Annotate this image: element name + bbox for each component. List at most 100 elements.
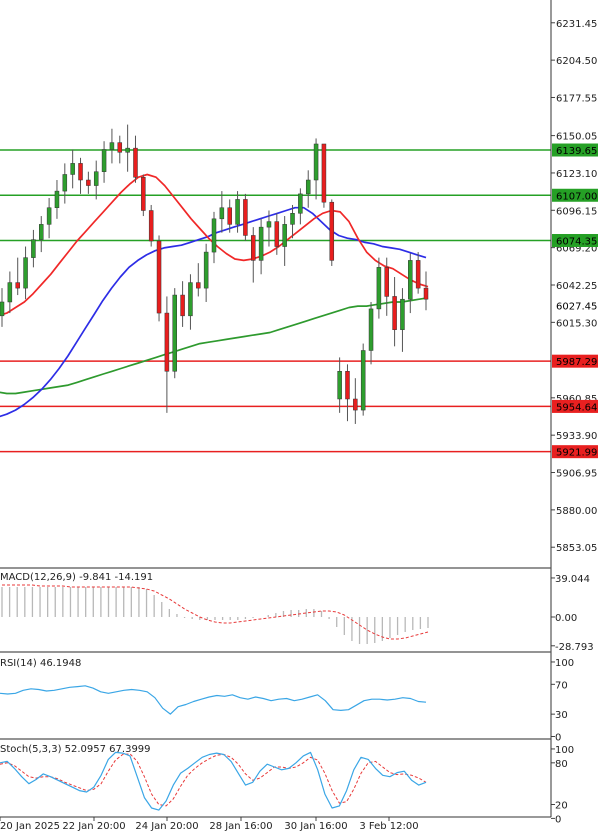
candle-body [392, 296, 397, 330]
candle-body [117, 142, 123, 153]
time-tick-label: 3 Feb 12:00 [359, 821, 418, 831]
time-tick-label: 24 Jan 20:00 [135, 821, 198, 831]
resistance-level-tag [552, 188, 598, 202]
candle-body [203, 251, 209, 289]
candle-body [329, 201, 335, 261]
stoch-tick-label: 0 [555, 814, 561, 825]
price-tick-label: 5960.85 [556, 394, 597, 405]
price-tick-label: 6204.50 [556, 56, 597, 67]
rsi-pane: RSI(14) 46.1948 100 70 30 0 [0, 658, 574, 744]
support-level-label: 5954.64 [556, 402, 597, 413]
stoch-d-line [0, 753, 427, 807]
time-axis: 20 Jan 2025 22 Jan 20:00 24 Jan 20:00 28 Ja… [0, 817, 419, 832]
candle-body [180, 294, 185, 317]
price-tick-label: 6231.45 [556, 19, 597, 30]
rsi-label: RSI(14) 46.1948 [0, 658, 81, 669]
macd-tick-label: 0.00 [555, 613, 577, 624]
candle-body [133, 147, 138, 178]
candle-body [258, 226, 264, 261]
price-tick-label: 5933.90 [556, 431, 597, 442]
resistance-level-tag [552, 234, 598, 248]
macd-tick-label: 39.044 [555, 574, 590, 585]
resistance-level-tag [552, 143, 598, 157]
candle-body [7, 282, 13, 303]
candle-body [70, 163, 75, 175]
stoch-tick-label: 100 [555, 745, 574, 756]
candle-body [321, 143, 327, 203]
price-tick-label: 6123.10 [556, 169, 597, 180]
candle-body [101, 149, 107, 172]
price-tick-label: 6096.15 [556, 206, 597, 217]
candle-body [0, 301, 5, 317]
candle-body [251, 235, 256, 261]
candle-body [164, 312, 170, 372]
candle-body [274, 221, 280, 247]
candle-body [156, 240, 162, 314]
candle-body [384, 267, 389, 297]
candle-body [46, 207, 52, 225]
time-tick-label: 30 Jan 16:00 [284, 821, 347, 831]
candle-body [78, 163, 83, 181]
candle-body [39, 224, 44, 240]
current-price-tag [552, 299, 598, 313]
candle-body [423, 287, 429, 300]
candle-body [196, 282, 201, 289]
candle-body [188, 282, 193, 317]
price-tick-label: 5906.95 [556, 469, 597, 480]
rsi-tick-label: 30 [555, 710, 568, 721]
candle-body [415, 260, 421, 289]
candle-body [219, 207, 225, 220]
price-tick-label: 6042.25 [556, 281, 597, 292]
time-tick-label: 22 Jan 20:00 [62, 821, 125, 831]
support-level-label: 5987.29 [556, 357, 597, 368]
candle-body [337, 371, 342, 400]
price-tick-label: 6015.30 [556, 318, 597, 329]
stoch-label: Stoch(5,3,3) 52.0957 67.3999 [0, 744, 151, 755]
candle-body [376, 267, 382, 310]
candle-body [353, 398, 358, 411]
candle-body [400, 298, 405, 330]
candle-body [31, 239, 36, 258]
candle-body [172, 294, 177, 372]
candle-body [86, 179, 91, 186]
price-tick-label: 5880.00 [556, 506, 597, 517]
candle-body [313, 143, 319, 181]
candle-body [54, 190, 60, 208]
rsi-tick-label: 100 [555, 658, 574, 669]
stoch-pane: Stoch(5,3,3) 52.0957 67.3999 100 80 20 0 [0, 744, 574, 825]
candle-body [243, 199, 248, 236]
price-tick-label: 5853.05 [556, 543, 597, 554]
candle-body [298, 193, 303, 214]
candle-body [360, 350, 366, 411]
candle-body [93, 171, 99, 186]
candle-body [408, 260, 413, 300]
candle-body [227, 207, 232, 225]
resistance-level-label: 6074.35 [556, 237, 597, 248]
candle-body [305, 179, 311, 195]
macd-pane: MACD(12,26,9) -9.841 -14.191 39.044 0.00 -2… [0, 572, 594, 653]
support-level-tag [552, 399, 598, 413]
price-tick-label: 6069.20 [556, 244, 597, 255]
time-tick-label: 28 Jan 16:00 [209, 821, 272, 831]
resistance-level-label: 6139.65 [556, 146, 597, 157]
candle-body [290, 213, 295, 225]
stoch-tick-label: 20 [555, 801, 568, 812]
candle-body [235, 199, 240, 225]
macd-signal-line [2, 584, 429, 640]
candle-body [368, 308, 374, 351]
candle-body [266, 221, 272, 228]
candle-body [15, 282, 20, 289]
candle-body [141, 176, 146, 211]
rsi-line [0, 685, 427, 715]
sma-green-line [0, 296, 429, 395]
candle-body [125, 147, 130, 153]
candle-body [345, 371, 350, 400]
price-tick-label: 6150.05 [556, 132, 597, 143]
resistance-level-label: 6107.00 [556, 191, 597, 202]
macd-tick-label: -28.793 [555, 642, 594, 653]
support-level-tag [552, 445, 598, 459]
current-price-label: 6027.45 [556, 302, 597, 313]
chart-frame [0, 0, 552, 818]
